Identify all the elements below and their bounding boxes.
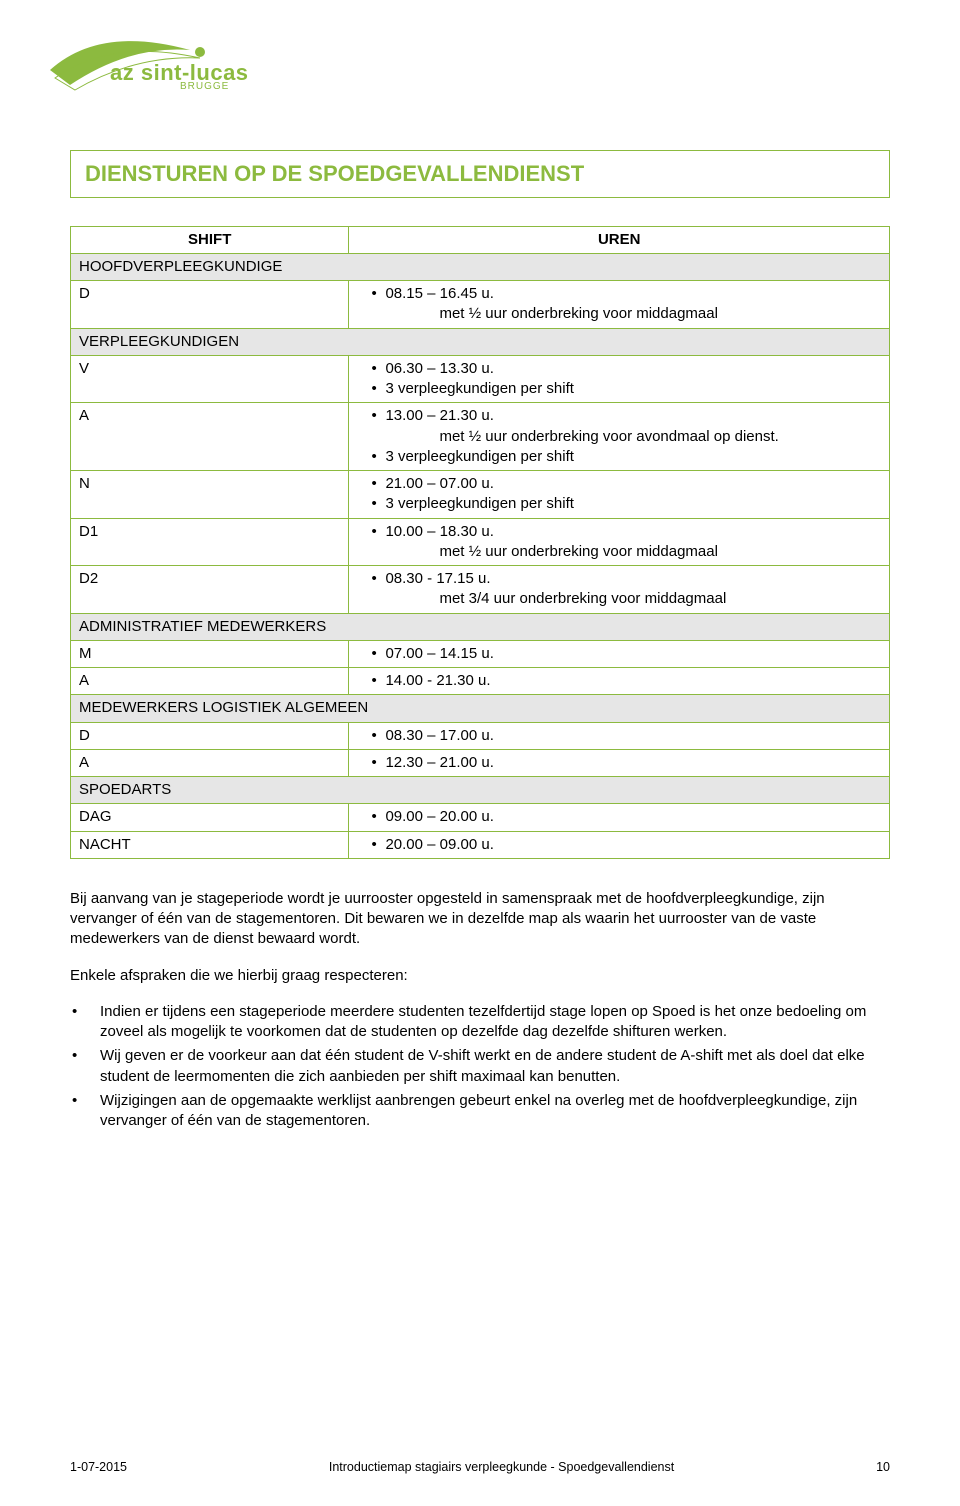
section-label: SPOEDARTS: [71, 777, 890, 804]
table-row: D208.30 - 17.15 u.met 3/4 uur onderbreki…: [71, 566, 890, 614]
list-item: 13.00 – 21.30 u.: [385, 406, 881, 426]
logo: az sint-lucas BRUGGE: [70, 30, 890, 110]
shift-code: M: [71, 640, 349, 667]
agreement-item: Wijzigingen aan de opgemaakte werklijst …: [70, 1091, 890, 1132]
uren-list: 07.00 – 14.15 u.: [357, 644, 881, 664]
uren-list: 10.00 – 18.30 u.: [357, 522, 881, 542]
header-shift: SHIFT: [71, 226, 349, 253]
uren-note: met ½ uur onderbreking voor avondmaal op…: [357, 427, 881, 447]
shift-uren: 09.00 – 20.00 u.: [349, 804, 890, 831]
shift-uren: 10.00 – 18.30 u.met ½ uur onderbreking v…: [349, 518, 890, 566]
document-page: az sint-lucas BRUGGE DIENSTUREN OP DE SP…: [0, 0, 960, 1506]
agreement-item: Indien er tijdens een stageperiode meerd…: [70, 1002, 890, 1043]
list-item: 3 verpleegkundigen per shift: [385, 379, 881, 399]
paragraph-2: Enkele afspraken die we hierbij graag re…: [70, 966, 890, 986]
table-section-row: SPOEDARTS: [71, 777, 890, 804]
uren-list: 06.30 – 13.30 u.3 verpleegkundigen per s…: [357, 359, 881, 400]
table-row: N21.00 – 07.00 u.3 verpleegkundigen per …: [71, 471, 890, 519]
table-row: NACHT 20.00 – 09.00 u.: [71, 831, 890, 858]
shift-code: D: [71, 281, 349, 329]
table-row: A 14.00 - 21.30 u.: [71, 668, 890, 695]
shift-uren: 13.00 – 21.30 u.met ½ uur onderbreking v…: [349, 403, 890, 471]
section-label: ADMINISTRATIEF MEDEWERKERS: [71, 613, 890, 640]
shift-uren: 06.30 – 13.30 u.3 verpleegkundigen per s…: [349, 355, 890, 403]
table-section-row: MEDEWERKERS LOGISTIEK ALGEMEEN: [71, 695, 890, 722]
table-row: A 12.30 – 21.00 u.: [71, 749, 890, 776]
list-item: 3 verpleegkundigen per shift: [385, 447, 881, 467]
shift-uren: 07.00 – 14.15 u.: [349, 640, 890, 667]
table-row: V06.30 – 13.30 u.3 verpleegkundigen per …: [71, 355, 890, 403]
footer-title: Introductiemap stagiairs verpleegkunde -…: [127, 1459, 876, 1476]
list-item: 08.30 – 17.00 u.: [385, 726, 881, 746]
logo-sub: BRUGGE: [180, 80, 229, 94]
shift-uren: 21.00 – 07.00 u.3 verpleegkundigen per s…: [349, 471, 890, 519]
table-section-row: HOOFDVERPLEEGKUNDIGE: [71, 253, 890, 280]
shift-uren: 08.30 - 17.15 u.met 3/4 uur onderbreking…: [349, 566, 890, 614]
page-footer: 1-07-2015 Introductiemap stagiairs verpl…: [70, 1459, 890, 1476]
table-row: D110.00 – 18.30 u.met ½ uur onderbreking…: [71, 518, 890, 566]
list-item: 21.00 – 07.00 u.: [385, 474, 881, 494]
uren-note: met ½ uur onderbreking voor middagmaal: [357, 542, 881, 562]
table-row: M 07.00 – 14.15 u.: [71, 640, 890, 667]
list-item: 3 verpleegkundigen per shift: [385, 494, 881, 514]
header-uren: UREN: [349, 226, 890, 253]
list-item: 07.00 – 14.15 u.: [385, 644, 881, 664]
list-item: 09.00 – 20.00 u.: [385, 807, 881, 827]
section-label: HOOFDVERPLEEGKUNDIGE: [71, 253, 890, 280]
paragraph-1: Bij aanvang van je stageperiode wordt je…: [70, 889, 890, 950]
agreements-list: Indien er tijdens een stageperiode meerd…: [70, 1002, 890, 1132]
list-item: 08.15 – 16.45 u.: [385, 284, 881, 304]
uren-note: met 3/4 uur onderbreking voor middagmaal: [357, 589, 881, 609]
uren-list: 12.30 – 21.00 u.: [357, 753, 881, 773]
footer-pagenum: 10: [876, 1459, 890, 1476]
shift-code: A: [71, 749, 349, 776]
uren-list: 08.30 - 17.15 u.: [357, 569, 881, 589]
section-label: MEDEWERKERS LOGISTIEK ALGEMEEN: [71, 695, 890, 722]
shift-uren: 14.00 - 21.30 u.: [349, 668, 890, 695]
shift-code: DAG: [71, 804, 349, 831]
uren-list: 08.15 – 16.45 u.: [357, 284, 881, 304]
uren-list: 13.00 – 21.30 u.: [357, 406, 881, 426]
list-item: 12.30 – 21.00 u.: [385, 753, 881, 773]
table-section-row: ADMINISTRATIEF MEDEWERKERS: [71, 613, 890, 640]
shift-code: D: [71, 722, 349, 749]
footer-date: 1-07-2015: [70, 1459, 127, 1476]
uren-note: met ½ uur onderbreking voor middagmaal: [357, 304, 881, 324]
shift-code: V: [71, 355, 349, 403]
uren-list: 08.30 – 17.00 u.: [357, 726, 881, 746]
body-text: Bij aanvang van je stageperiode wordt je…: [70, 889, 890, 1132]
shift-table: SHIFTURENHOOFDVERPLEEGKUNDIGED08.15 – 16…: [70, 226, 890, 859]
table-section-row: VERPLEEGKUNDIGEN: [71, 328, 890, 355]
shift-code: A: [71, 403, 349, 471]
shift-code: N: [71, 471, 349, 519]
shift-code: D2: [71, 566, 349, 614]
uren-list: 3 verpleegkundigen per shift: [357, 447, 881, 467]
table-row: A13.00 – 21.30 u.met ½ uur onderbreking …: [71, 403, 890, 471]
table-row: DAG 09.00 – 20.00 u.: [71, 804, 890, 831]
shift-code: D1: [71, 518, 349, 566]
table-header-row: SHIFTUREN: [71, 226, 890, 253]
uren-list: 09.00 – 20.00 u.: [357, 807, 881, 827]
table-row: D 08.30 – 17.00 u.: [71, 722, 890, 749]
table-row: D08.15 – 16.45 u.met ½ uur onderbreking …: [71, 281, 890, 329]
uren-list: 21.00 – 07.00 u.3 verpleegkundigen per s…: [357, 474, 881, 515]
list-item: 06.30 – 13.30 u.: [385, 359, 881, 379]
list-item: 14.00 - 21.30 u.: [385, 671, 881, 691]
shift-code: A: [71, 668, 349, 695]
shift-uren: 12.30 – 21.00 u.: [349, 749, 890, 776]
agreement-item: Wij geven er de voorkeur aan dat één stu…: [70, 1046, 890, 1087]
uren-list: 20.00 – 09.00 u.: [357, 835, 881, 855]
shift-uren: 20.00 – 09.00 u.: [349, 831, 890, 858]
shift-uren: 08.15 – 16.45 u.met ½ uur onderbreking v…: [349, 281, 890, 329]
section-label: VERPLEEGKUNDIGEN: [71, 328, 890, 355]
list-item: 08.30 - 17.15 u.: [385, 569, 881, 589]
section-title-box: DIENSTUREN OP DE SPOEDGEVALLENDIENST: [70, 150, 890, 198]
section-title: DIENSTUREN OP DE SPOEDGEVALLENDIENST: [85, 159, 875, 189]
list-item: 20.00 – 09.00 u.: [385, 835, 881, 855]
shift-code: NACHT: [71, 831, 349, 858]
shift-uren: 08.30 – 17.00 u.: [349, 722, 890, 749]
list-item: 10.00 – 18.30 u.: [385, 522, 881, 542]
uren-list: 14.00 - 21.30 u.: [357, 671, 881, 691]
